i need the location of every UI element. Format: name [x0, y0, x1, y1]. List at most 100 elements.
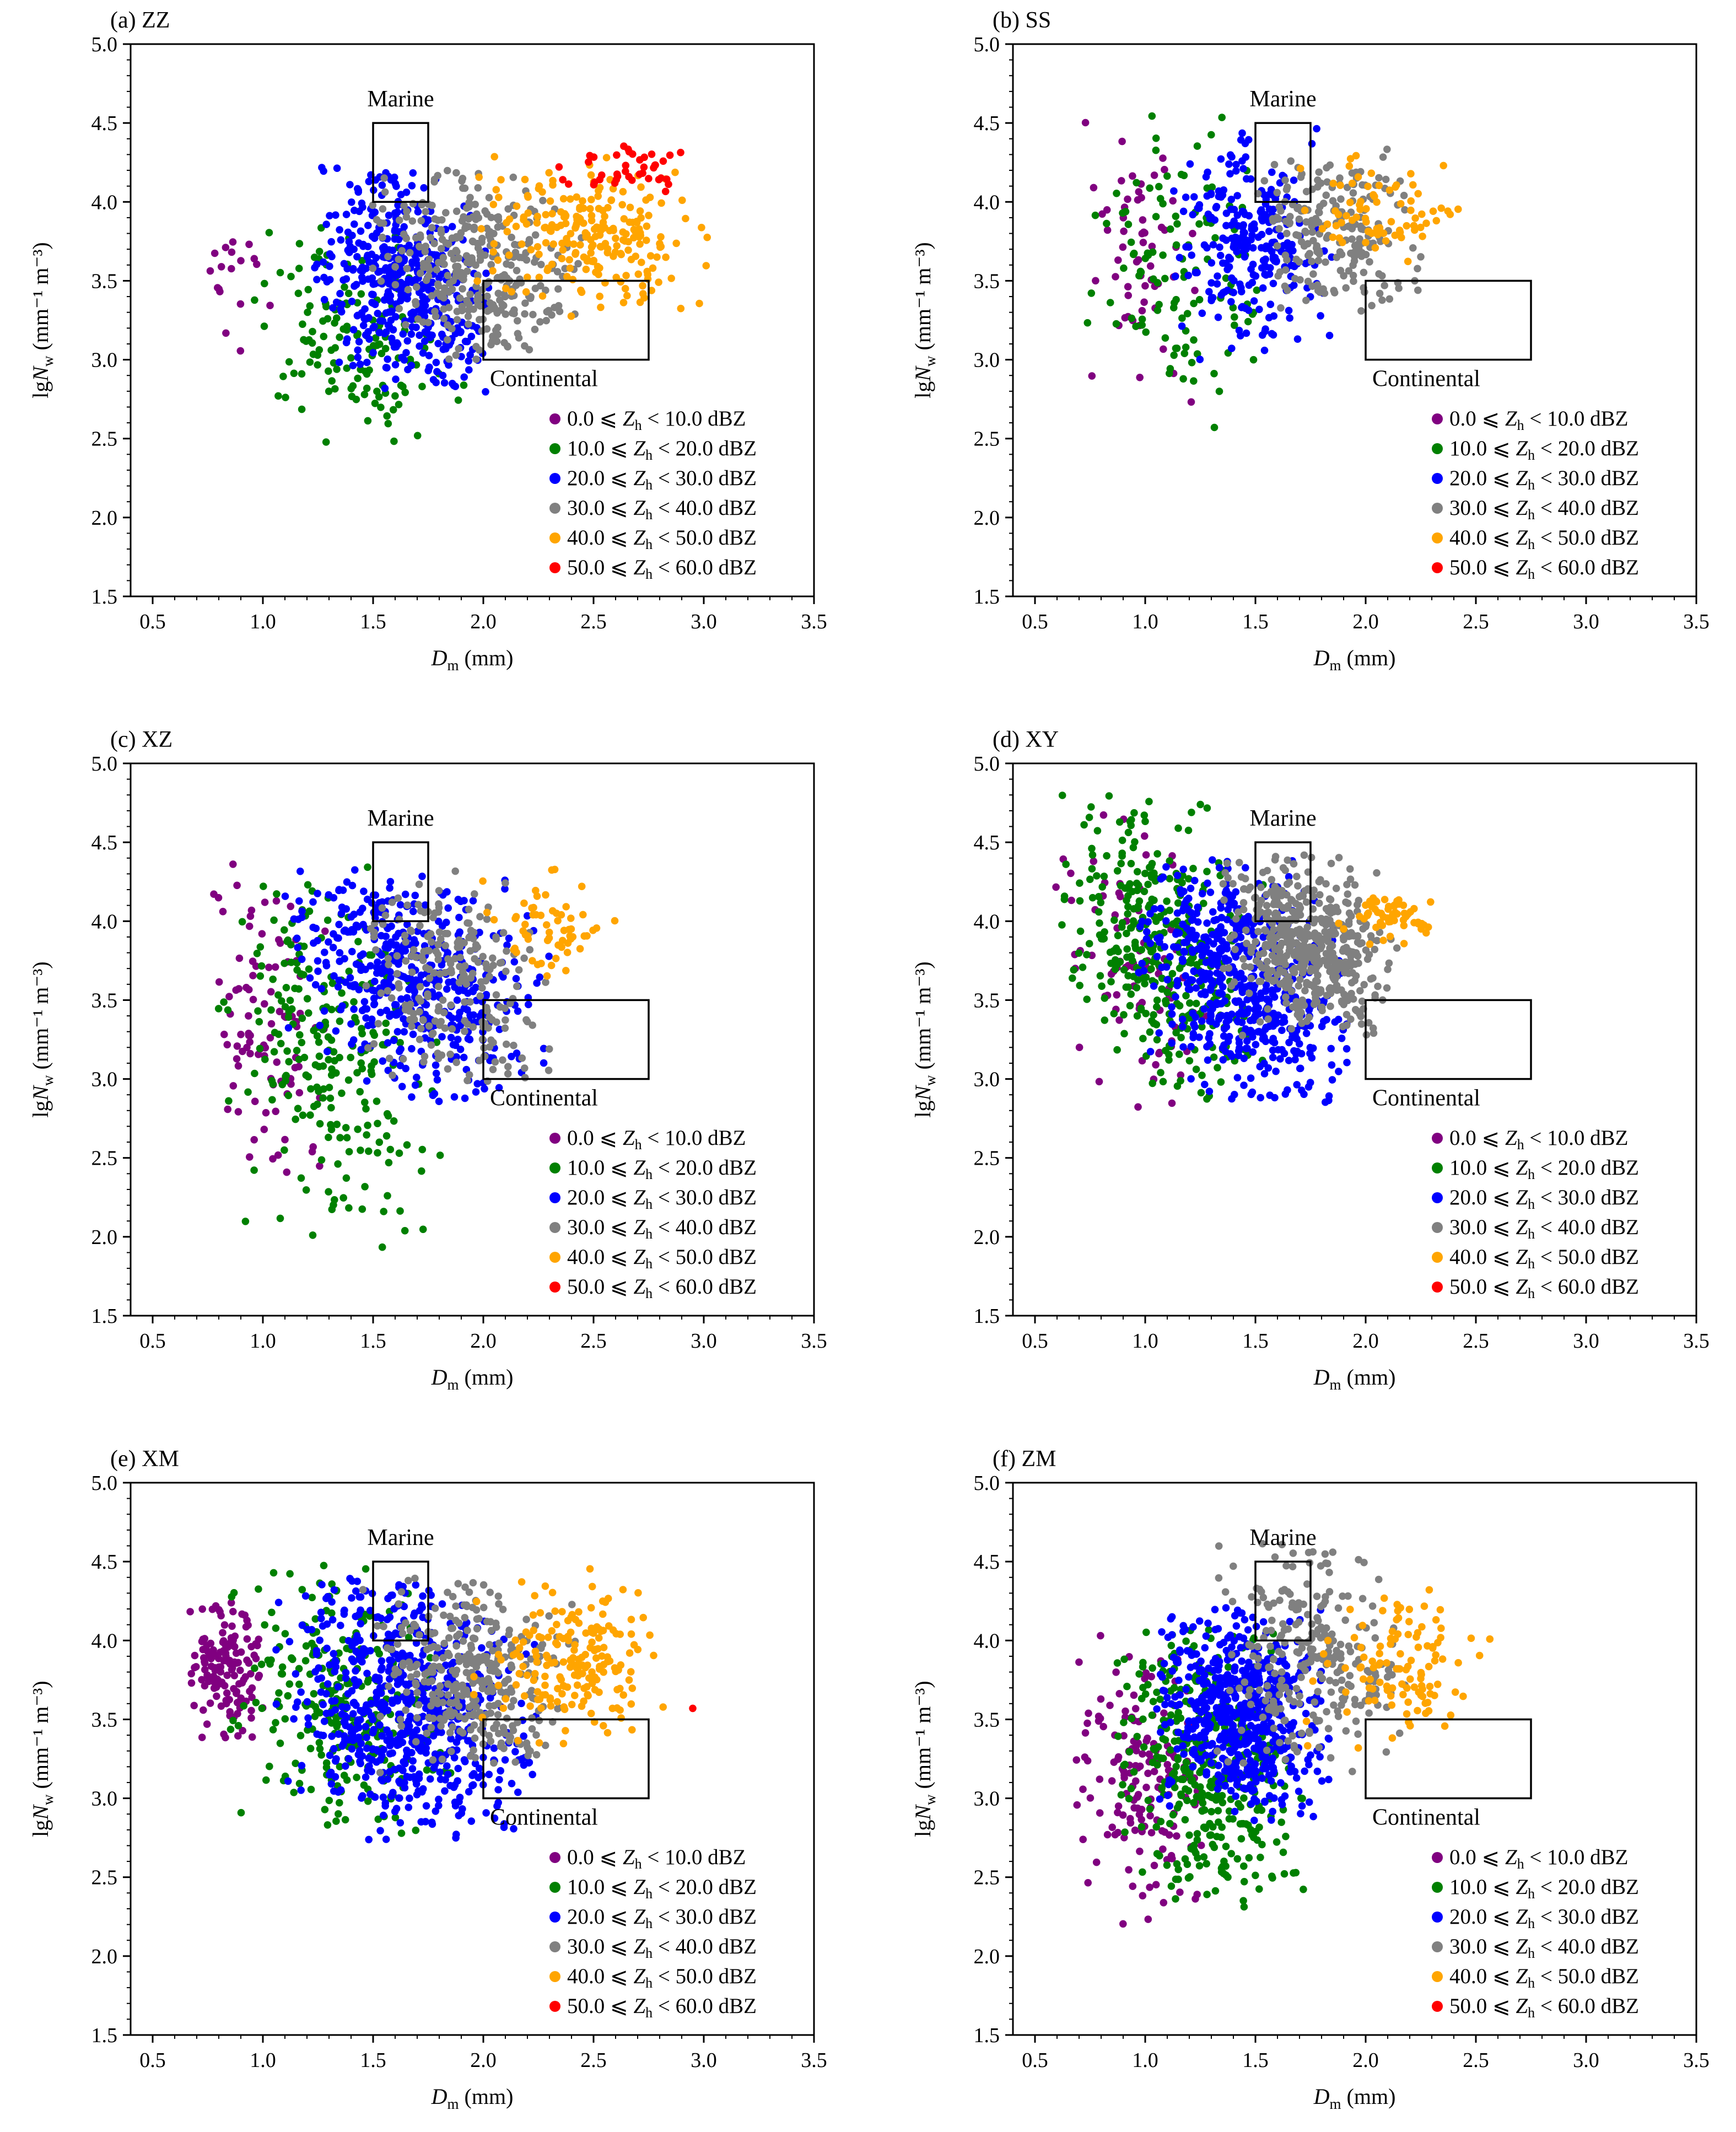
data-point-series-2 [407, 315, 416, 324]
data-point-series-3 [372, 946, 380, 954]
data-point-series-1 [1192, 999, 1200, 1008]
x-tick-label: 1.5 [1242, 610, 1269, 633]
data-point-series-3 [422, 243, 430, 250]
data-point-series-2 [1207, 279, 1215, 287]
data-point-series-3 [452, 1058, 460, 1067]
data-point-series-3 [487, 213, 495, 222]
data-point-series-3 [492, 991, 500, 999]
data-point-series-3 [454, 943, 462, 951]
data-point-series-2 [1168, 1010, 1176, 1018]
data-point-series-3 [508, 233, 515, 241]
data-point-series-3 [439, 996, 447, 1004]
data-point-series-2 [1254, 995, 1263, 1003]
data-point-series-3 [417, 1025, 425, 1032]
data-point-series-2 [1249, 260, 1257, 268]
data-point-series-3 [441, 929, 449, 938]
data-point-series-1 [1192, 1065, 1200, 1073]
data-point-series-1 [267, 1006, 275, 1014]
data-point-series-1 [1118, 836, 1126, 844]
data-point-series-2 [364, 328, 372, 336]
data-point-series-3 [1273, 242, 1281, 250]
data-point-series-4 [1323, 220, 1331, 228]
y-tick-label: 5.0 [974, 33, 1000, 56]
data-point-series-1 [1130, 905, 1137, 913]
data-point-series-2 [472, 1088, 480, 1096]
data-point-series-3 [428, 1030, 436, 1038]
data-point-series-3 [1400, 191, 1408, 200]
data-point-series-4 [549, 907, 557, 915]
data-point-series-2 [317, 985, 326, 993]
data-point-series-3 [416, 1008, 423, 1016]
data-point-series-2 [1219, 1056, 1227, 1064]
data-point-series-1 [1173, 220, 1181, 228]
data-point-series-4 [1422, 219, 1430, 227]
data-point-series-4 [1419, 233, 1426, 240]
data-point-series-2 [1317, 312, 1324, 320]
data-point-series-3 [483, 915, 491, 923]
data-point-series-1 [1095, 893, 1103, 901]
data-point-series-2 [1206, 889, 1215, 896]
legend-entry: 0.0 ⩽ Zh < 10.0 dBZ [1449, 1126, 1628, 1153]
data-point-series-3 [406, 249, 414, 257]
data-point-series-3 [473, 271, 482, 279]
data-point-series-4 [575, 214, 583, 222]
data-point-series-3 [1348, 235, 1356, 243]
data-point-series-1 [1101, 928, 1108, 936]
data-point-series-1 [291, 984, 299, 992]
data-point-series-2 [1260, 1059, 1268, 1068]
data-point-series-3 [391, 281, 400, 289]
data-point-series-1 [307, 1085, 315, 1093]
data-point-series-2 [354, 185, 362, 193]
data-point-series-3 [1300, 851, 1308, 859]
x-tick-label: 0.5 [139, 610, 166, 633]
data-point-series-2 [1176, 254, 1184, 262]
x-tick-label: 2.0 [470, 2049, 497, 2072]
data-point-series-3 [1333, 982, 1341, 989]
data-point-series-2 [1243, 1037, 1251, 1045]
data-point-series-1 [1060, 892, 1069, 900]
data-point-series-0 [222, 329, 230, 337]
data-point-series-2 [536, 973, 544, 981]
data-point-series-1 [368, 1062, 375, 1070]
data-point-series-1 [383, 1110, 391, 1118]
y-tick-label: 1.5 [91, 1305, 118, 1328]
data-point-series-1 [347, 354, 355, 362]
data-point-series-2 [1242, 329, 1250, 337]
data-point-series-2 [418, 284, 427, 293]
data-point-series-3 [381, 188, 389, 196]
data-point-series-2 [1214, 313, 1222, 321]
data-point-series-3 [522, 256, 531, 264]
legend-entry: 50.0 ⩽ Zh < 60.0 dBZ [1449, 556, 1639, 582]
data-point-series-3 [393, 952, 401, 960]
data-point-series-2 [1281, 1090, 1290, 1098]
data-point-series-1 [1185, 875, 1193, 883]
data-point-series-1 [1130, 809, 1138, 817]
data-point-series-2 [1186, 160, 1194, 168]
data-point-series-2 [1261, 1037, 1270, 1046]
data-point-series-1 [1155, 300, 1163, 309]
data-point-series-1 [1185, 1057, 1194, 1065]
data-point-series-2 [1179, 207, 1188, 216]
data-point-series-3 [1261, 927, 1270, 935]
data-point-series-1 [338, 1089, 346, 1097]
data-point-series-4 [600, 224, 608, 232]
data-point-series-4 [521, 920, 529, 928]
data-point-series-2 [432, 1061, 440, 1069]
data-point-series-2 [1203, 943, 1210, 951]
data-point-series-1 [1138, 315, 1146, 323]
data-point-series-0 [236, 347, 245, 355]
data-point-series-2 [360, 998, 369, 1006]
data-point-series-2 [1184, 271, 1192, 279]
data-point-series-1 [284, 1091, 293, 1100]
data-point-series-2 [1187, 909, 1195, 917]
data-point-series-1 [345, 967, 353, 976]
data-point-series-1 [282, 1072, 290, 1080]
data-point-series-2 [416, 331, 423, 339]
data-point-series-1 [1153, 850, 1161, 858]
data-point-series-4 [1378, 922, 1387, 929]
data-point-series-3 [384, 252, 392, 261]
data-point-series-3 [1247, 883, 1254, 891]
y-tick-label: 4.0 [91, 910, 118, 933]
data-point-series-1 [368, 951, 376, 959]
data-point-series-1 [1122, 983, 1130, 991]
